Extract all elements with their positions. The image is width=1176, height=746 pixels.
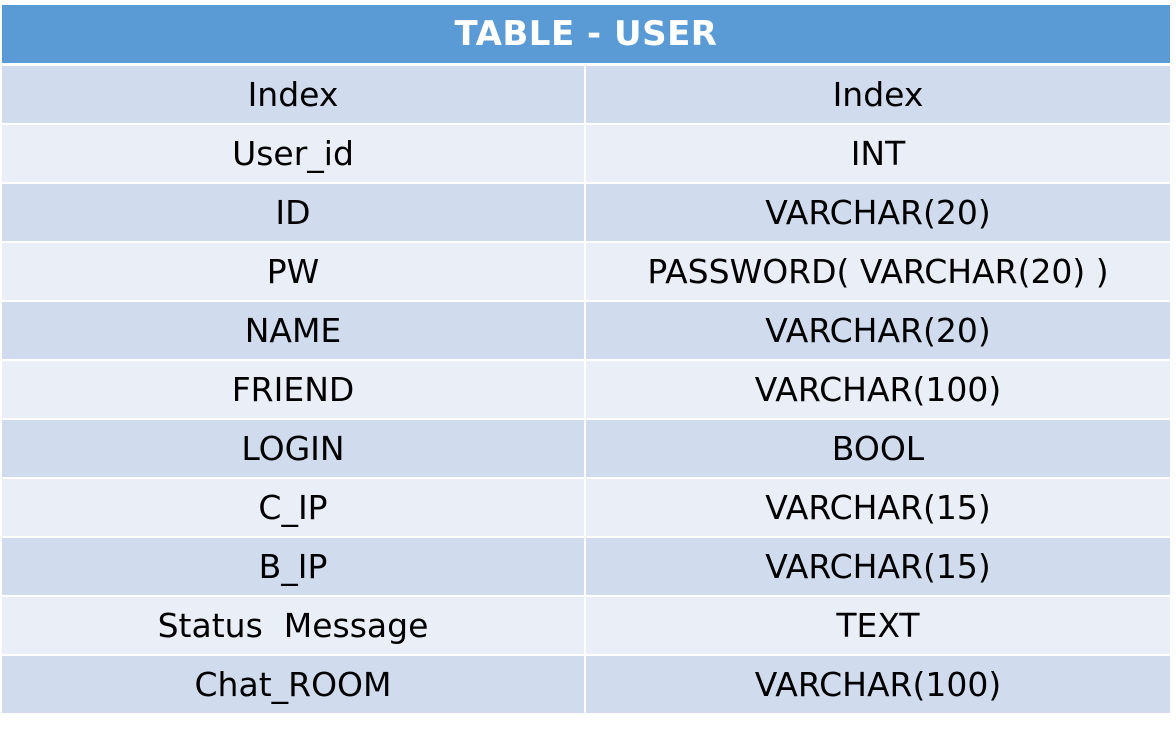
column-type-cell: INT — [585, 123, 1170, 184]
table-row: User_id INT — [2, 123, 1170, 184]
table-row: Status Message TEXT — [2, 595, 1170, 656]
column-name-cell: ID — [2, 182, 586, 243]
table-title-row: TABLE - USER — [2, 5, 1170, 66]
table-row: B_IP VARCHAR(15) — [2, 536, 1170, 597]
column-name-cell: LOGIN — [2, 418, 586, 479]
column-type-cell: TEXT — [585, 595, 1170, 656]
column-name-cell: Chat_ROOM — [2, 654, 586, 714]
column-name-cell: NAME — [2, 300, 586, 361]
user-table: TABLE - USER Index Index User_id INT ID … — [2, 5, 1170, 714]
column-type-cell: VARCHAR(20) — [585, 300, 1170, 361]
table-body: Index Index User_id INT ID VARCHAR(20) P… — [2, 63, 1170, 714]
column-name-cell: FRIEND — [2, 359, 586, 420]
table-row: Chat_ROOM VARCHAR(100) — [2, 654, 1170, 714]
column-type-cell: VARCHAR(100) — [585, 359, 1170, 420]
table-row: NAME VARCHAR(20) — [2, 300, 1170, 361]
table-row: FRIEND VARCHAR(100) — [2, 359, 1170, 420]
column-name-cell: Status Message — [2, 595, 586, 656]
table-row: PW PASSWORD( VARCHAR(20) ) — [2, 241, 1170, 302]
column-name-cell: Index — [2, 63, 586, 125]
table-title: TABLE - USER — [2, 5, 1170, 66]
column-type-cell: PASSWORD( VARCHAR(20) ) — [585, 241, 1170, 302]
table-row: C_IP VARCHAR(15) — [2, 477, 1170, 538]
column-name-cell: PW — [2, 241, 586, 302]
column-name-cell: User_id — [2, 123, 586, 184]
table-row: ID VARCHAR(20) — [2, 182, 1170, 243]
column-type-cell: VARCHAR(100) — [585, 654, 1170, 714]
column-name-cell: B_IP — [2, 536, 586, 597]
column-type-cell: Index — [585, 63, 1170, 125]
column-name-cell: C_IP — [2, 477, 586, 538]
table-row: Index Index — [2, 63, 1170, 125]
column-type-cell: VARCHAR(15) — [585, 536, 1170, 597]
column-type-cell: VARCHAR(15) — [585, 477, 1170, 538]
column-type-cell: BOOL — [585, 418, 1170, 479]
table-row: LOGIN BOOL — [2, 418, 1170, 479]
user-table-container: TABLE - USER Index Index User_id INT ID … — [2, 5, 1170, 714]
column-type-cell: VARCHAR(20) — [585, 182, 1170, 243]
